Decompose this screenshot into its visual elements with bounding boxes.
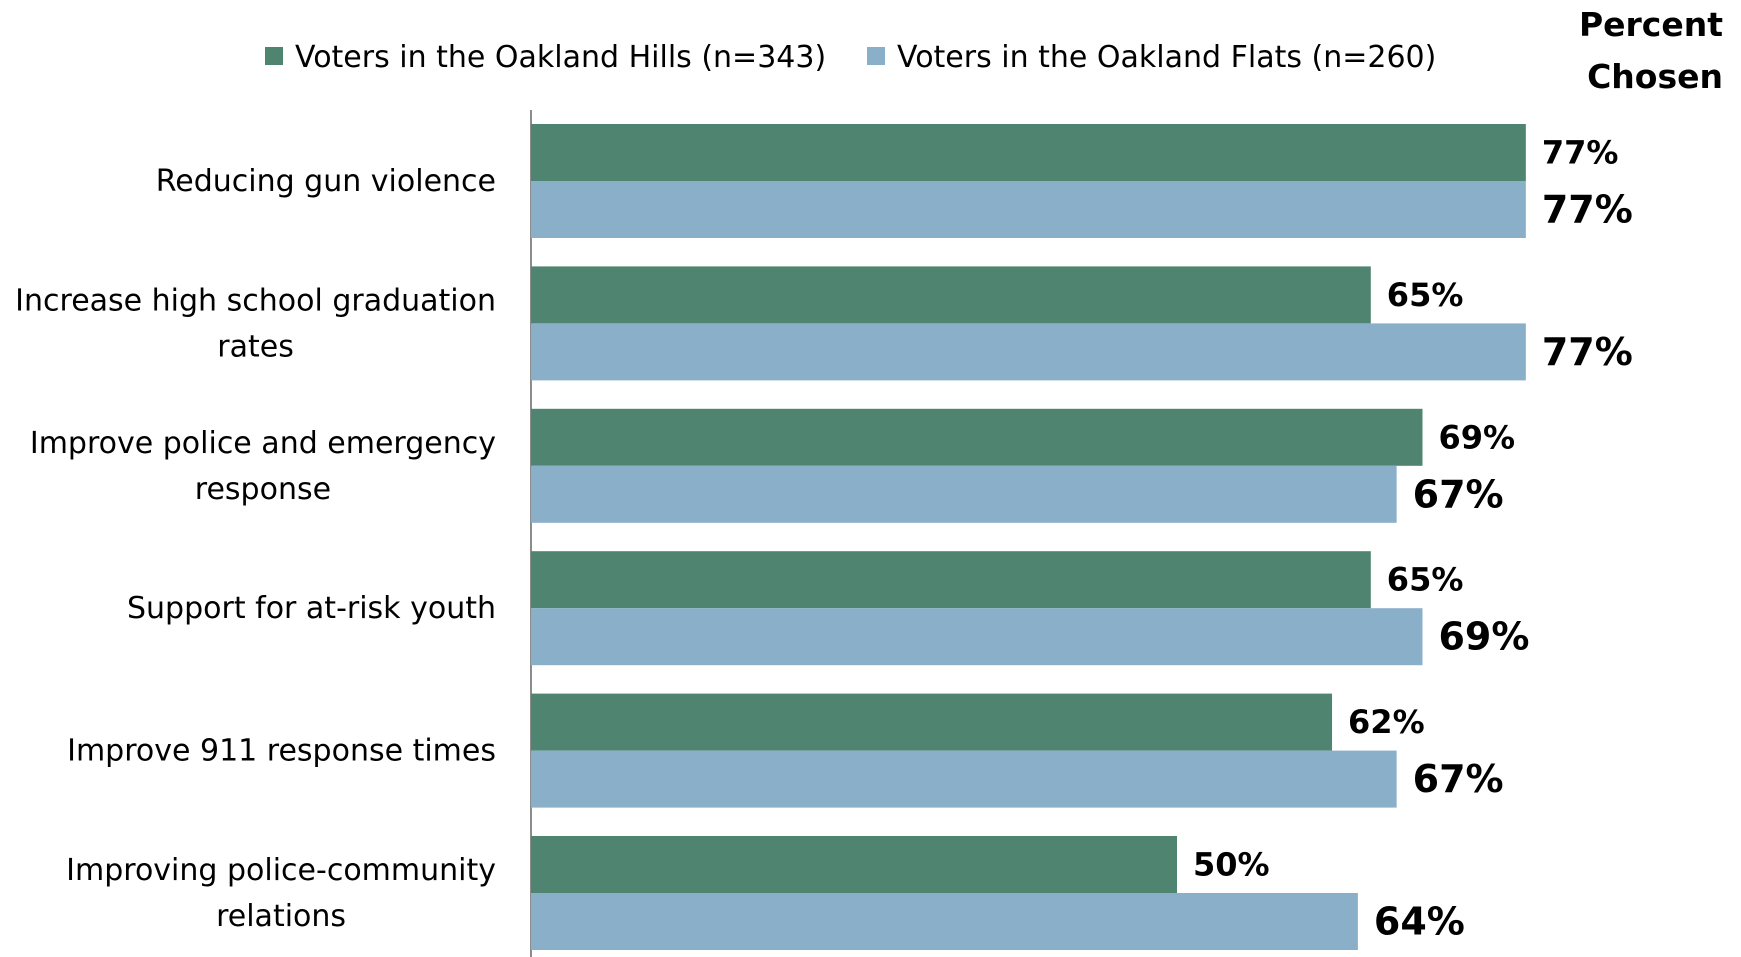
value-label-flats-1: 77% xyxy=(1542,330,1633,374)
chart-title-line-2: Chosen xyxy=(1587,57,1723,96)
category-label-4: Improve 911 response times xyxy=(67,734,496,769)
legend-swatch-flats xyxy=(867,47,885,65)
legend: Voters in the Oakland Hills (n=343) Vote… xyxy=(265,40,1436,75)
bar-flats-3 xyxy=(531,608,1423,666)
bar-flats-2 xyxy=(531,465,1397,523)
value-label-flats-5: 64% xyxy=(1374,900,1465,944)
bar-hills-0 xyxy=(531,124,1526,181)
bar-flats-5 xyxy=(531,893,1358,950)
bar-hills-2 xyxy=(531,408,1423,466)
category-label-5-line-1: relations xyxy=(216,899,346,934)
bar-flats-0 xyxy=(531,181,1526,238)
category-label-1-line-1: rates xyxy=(217,329,294,364)
category-label-2-line-1: response xyxy=(195,472,331,507)
category-label-4-line-0: Improve 911 response times xyxy=(67,734,496,769)
value-label-hills-1: 65% xyxy=(1387,276,1464,314)
value-label-hills-0: 77% xyxy=(1542,134,1619,172)
category-label-1-line-0: Increase high school graduation xyxy=(15,283,496,318)
bar-flats-4 xyxy=(531,750,1397,808)
value-label-flats-2: 67% xyxy=(1413,472,1504,516)
bar-hills-3 xyxy=(531,551,1371,609)
category-label-0: Reducing gun violence xyxy=(156,164,496,199)
bars-group xyxy=(531,124,1526,950)
bar-flats-1 xyxy=(531,323,1526,381)
bar-hills-1 xyxy=(531,266,1371,324)
value-label-flats-4: 67% xyxy=(1413,757,1504,801)
value-label-hills-2: 69% xyxy=(1438,418,1515,456)
category-label-3: Support for at-risk youth xyxy=(127,591,496,626)
category-label-5: Improving police-community relations xyxy=(66,853,496,934)
bar-hills-5 xyxy=(531,836,1177,893)
category-label-2-line-0: Improve police and emergency xyxy=(30,426,496,461)
bar-hills-4 xyxy=(531,693,1333,751)
category-label-2: Improve police and emergency response xyxy=(30,426,496,507)
legend-swatch-hills xyxy=(265,47,283,65)
category-label-5-line-0: Improving police-community xyxy=(66,853,496,888)
value-labels-group: 77% 77% 65% 77% 69% 67% 65% 69% 62% 67% 50% 64% xyxy=(1193,134,1633,944)
value-label-hills-4: 62% xyxy=(1348,703,1425,741)
value-label-hills-5: 50% xyxy=(1193,846,1270,884)
category-label-1: Increase high school graduation rates xyxy=(15,283,496,364)
value-label-hills-3: 65% xyxy=(1387,561,1464,599)
legend-label-flats: Voters in the Oakland Flats (n=260) xyxy=(897,40,1436,75)
category-labels-group: Reducing gun violence Increase high schoo… xyxy=(15,164,496,934)
chart-title: Percent Chosen xyxy=(1579,5,1723,96)
chart-title-line-1: Percent xyxy=(1579,5,1723,44)
value-label-flats-0: 77% xyxy=(1542,188,1633,232)
legend-label-hills: Voters in the Oakland Hills (n=343) xyxy=(295,40,826,75)
category-label-3-line-0: Support for at-risk youth xyxy=(127,591,496,626)
category-label-0-line-0: Reducing gun violence xyxy=(156,164,496,199)
value-label-flats-3: 69% xyxy=(1438,615,1529,659)
